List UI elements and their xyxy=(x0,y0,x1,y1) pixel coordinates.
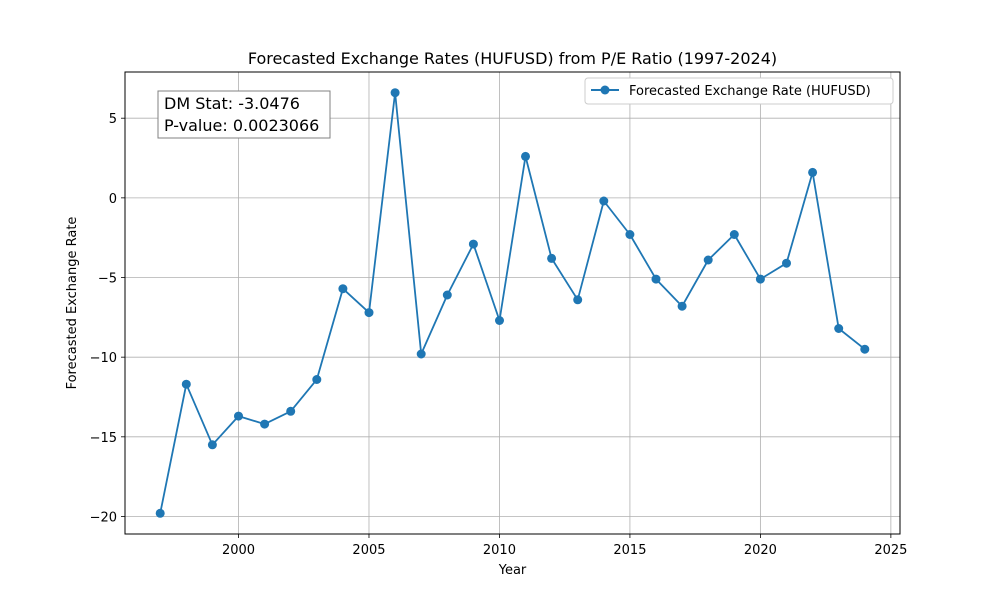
chart-title: Forecasted Exchange Rates (HUFUSD) from … xyxy=(248,49,777,68)
data-point xyxy=(547,253,557,263)
data-point xyxy=(181,379,191,389)
data-point xyxy=(860,344,870,354)
data-point xyxy=(416,349,426,359)
data-point xyxy=(468,239,478,249)
data-point xyxy=(808,167,818,177)
y-tick-label: −15 xyxy=(90,431,117,446)
data-point xyxy=(651,274,661,284)
legend-frame xyxy=(584,77,894,105)
stats-annotation-frame xyxy=(157,90,331,139)
data-point xyxy=(155,508,165,518)
x-tick-label: 2015 xyxy=(613,543,646,558)
plot-area-frame xyxy=(124,71,901,535)
x-tick-label: 2010 xyxy=(483,543,516,558)
y-tick-label: −10 xyxy=(90,351,117,366)
data-point xyxy=(834,324,844,333)
series-line xyxy=(159,91,866,514)
data-point xyxy=(207,440,217,450)
y-tick-label: 5 xyxy=(109,112,117,127)
x-tick-label: 2005 xyxy=(352,543,385,558)
data-point xyxy=(234,411,243,421)
data-point xyxy=(312,375,322,384)
data-point xyxy=(364,308,374,318)
legend-marker-swatch xyxy=(600,85,610,95)
data-point xyxy=(521,151,530,161)
data-point xyxy=(677,301,687,311)
data-point xyxy=(703,255,713,265)
p-value-text: P-value: 0.0023066 xyxy=(164,116,319,135)
dm-stat-text: DM Stat: -3.0476 xyxy=(164,94,300,113)
x-tick-label: 2000 xyxy=(222,543,255,558)
data-point xyxy=(260,419,270,429)
data-point xyxy=(625,230,635,239)
x-tick-label: 2025 xyxy=(874,543,907,558)
data-point xyxy=(729,230,739,239)
data-point xyxy=(286,406,296,416)
series-layer xyxy=(155,88,870,518)
data-point xyxy=(599,196,609,206)
y-tick-label: −20 xyxy=(90,510,117,525)
legend: Forecasted Exchange Rate (HUFUSD) xyxy=(584,77,894,105)
data-point xyxy=(495,316,504,325)
stats-annotation-box: DM Stat: -3.0476 P-value: 0.0023066 xyxy=(157,90,331,139)
x-tick-label: 2020 xyxy=(744,543,777,558)
x-axis-label: Year xyxy=(498,563,527,578)
data-point xyxy=(338,284,348,294)
y-tick-label: −5 xyxy=(98,272,117,287)
data-point xyxy=(390,88,400,98)
legend-label: Forecasted Exchange Rate (HUFUSD) xyxy=(629,84,871,99)
axis-ticks: 2000 2005 2010 2015 2020 2025 −20 −15 −10 −5 0 5 xyxy=(90,112,908,558)
y-axis-label: Forecasted Exchange Rate xyxy=(65,217,80,390)
data-point xyxy=(442,290,452,300)
y-tick-label: 0 xyxy=(109,192,117,207)
grid-lines xyxy=(125,72,900,534)
data-point xyxy=(573,295,583,305)
data-point xyxy=(755,274,765,284)
data-point xyxy=(782,258,791,268)
